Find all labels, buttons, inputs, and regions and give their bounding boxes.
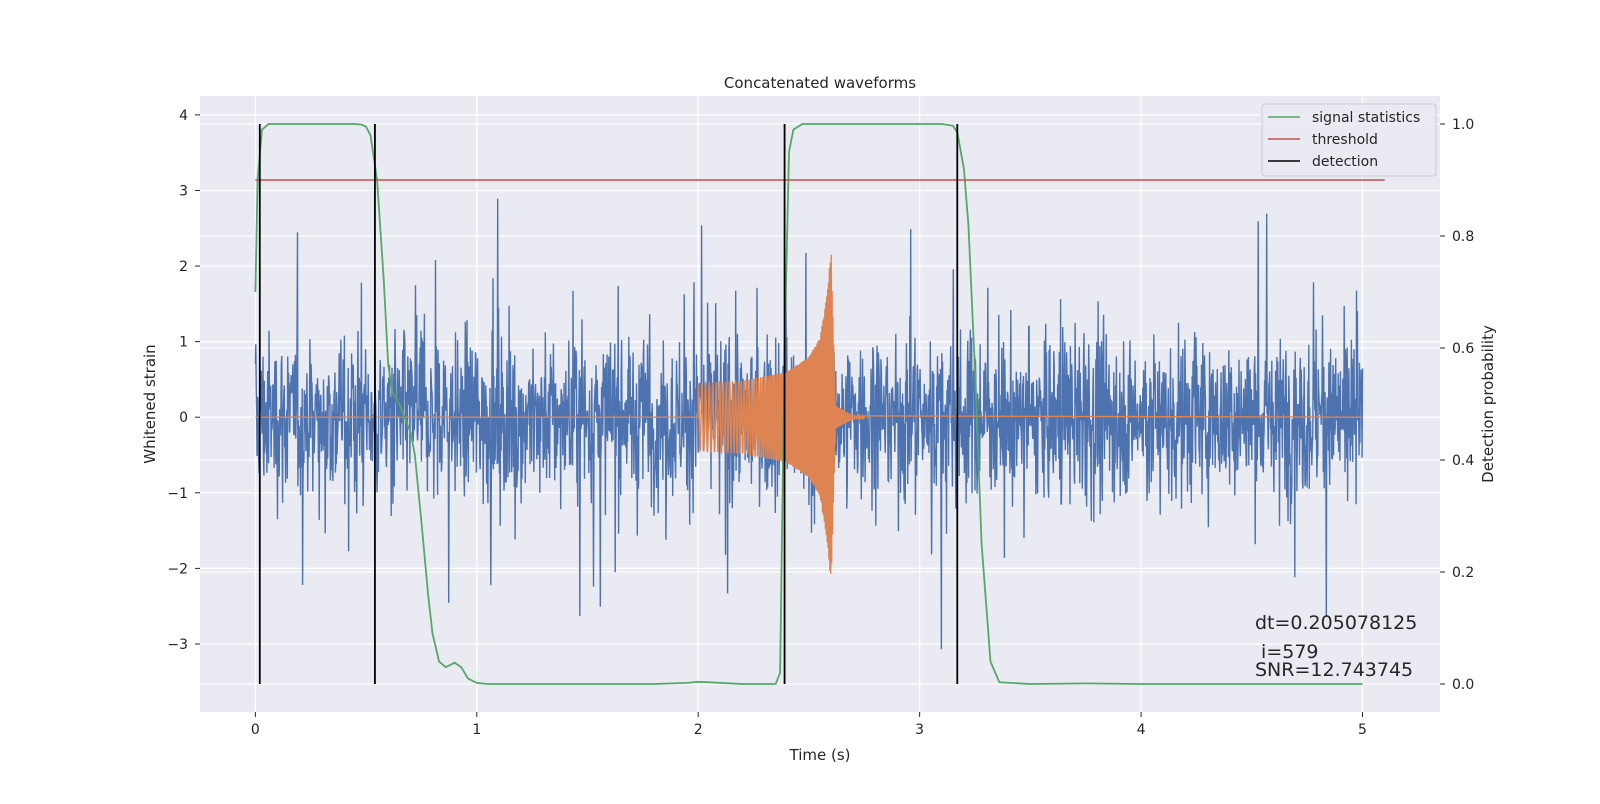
x-tick-label: 3 — [915, 722, 924, 738]
y-tick-label: −1 — [167, 486, 188, 502]
legend-label-detection: detection — [1312, 154, 1378, 170]
x-tick-label: 1 — [472, 722, 481, 738]
y2-tick-label: 1.0 — [1452, 117, 1474, 133]
x-tick-label: 5 — [1358, 722, 1367, 738]
x-tick-label: 0 — [251, 722, 260, 738]
x-tick-label: 2 — [694, 722, 703, 738]
y-tick-label: −3 — [167, 637, 188, 653]
x-tick-label: 4 — [1137, 722, 1146, 738]
legend-label-threshold: threshold — [1312, 132, 1378, 148]
y-tick-label: 0 — [179, 410, 188, 426]
y-tick-label: 3 — [179, 183, 188, 199]
y-tick-label: 4 — [179, 108, 188, 124]
y-tick-label: −2 — [167, 561, 188, 577]
injected-chirp-line — [255, 254, 1363, 574]
y-axis-label: Whitened strain — [141, 344, 159, 463]
y-tick-label: 1 — [179, 335, 188, 351]
y2-tick-label: 0.6 — [1452, 341, 1474, 357]
chart-title: Concatenated waveforms — [724, 74, 916, 92]
annotation-index: i=579 — [1255, 641, 1319, 663]
x-axis-label: Time (s) — [789, 746, 851, 764]
y2-tick-label: 0.0 — [1452, 677, 1474, 693]
y2-tick-label: 0.2 — [1452, 565, 1474, 581]
strain-noise-line — [254, 198, 1364, 650]
overlay-layer — [254, 123, 1385, 685]
annotation-snr: SNR=12.743745 — [1255, 659, 1413, 681]
series-layer — [254, 198, 1364, 650]
y2-tick-label: 0.4 — [1452, 453, 1474, 469]
legend: signal statistics threshold detection — [1261, 103, 1437, 177]
annotation-dt: dt=0.205078125 — [1255, 612, 1417, 634]
y2-axis-label: Detection probability — [1479, 325, 1497, 483]
legend-label-signal-statistics: signal statistics — [1312, 110, 1420, 126]
ticks: 0 1 2 3 4 5 −3 −2 −1 0 1 2 3 4 0.0 0.2 0.4 0.6 0.8 1.0 — [167, 108, 1474, 738]
legend-box — [1261, 103, 1437, 177]
signal-statistics-line — [254, 123, 1363, 685]
y-tick-label: 2 — [179, 259, 188, 275]
y2-tick-label: 0.8 — [1452, 229, 1474, 245]
